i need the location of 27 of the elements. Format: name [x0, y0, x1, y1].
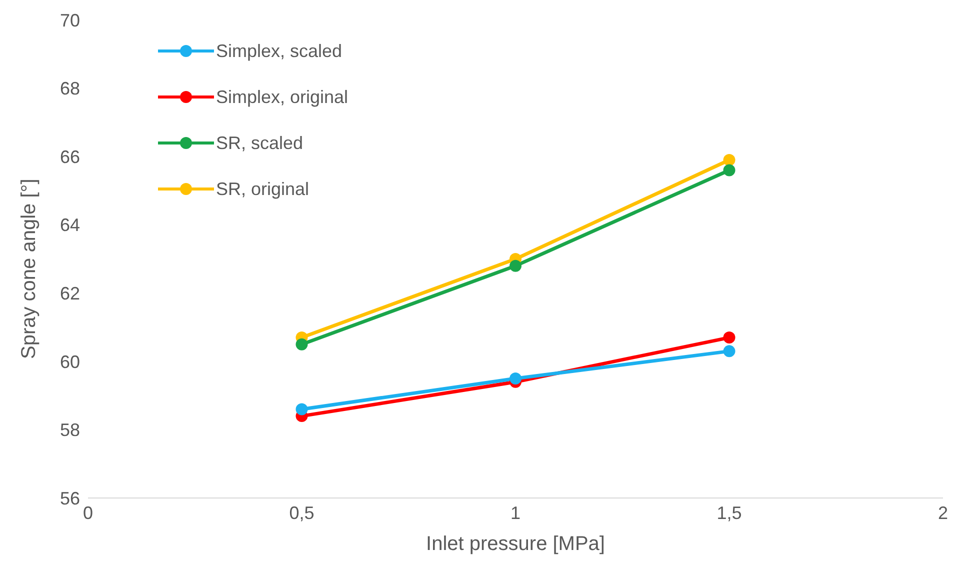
y-tick-label: 66: [60, 146, 80, 167]
legend-label: Simplex, scaled: [216, 40, 342, 62]
y-tick-label: 56: [60, 488, 80, 508]
point: [723, 332, 736, 344]
y-tick-label: 68: [60, 78, 80, 99]
y-tick-label: 62: [60, 284, 80, 304]
point: [296, 403, 308, 416]
y-tick-label: 58: [60, 420, 80, 440]
legend-label: SR, scaled: [216, 132, 304, 154]
x-tick-label: 0: [82, 502, 94, 523]
point: [510, 260, 522, 272]
x-tick-label: 1,5: [716, 502, 742, 523]
y-tick-label: 64: [60, 215, 80, 236]
y-tick-label: 70: [60, 10, 80, 30]
y-tick-label: 60: [60, 352, 80, 372]
x-tick-label: 2: [938, 502, 948, 523]
point: [723, 164, 736, 176]
legend-label: Simplex, original: [216, 86, 348, 108]
x-axis-title: Inlet pressure [MPa]: [426, 533, 605, 555]
point: [723, 154, 736, 166]
point: [510, 372, 522, 384]
point: [723, 345, 736, 358]
legend-label: SR, original: [216, 178, 310, 200]
y-axis-title: Spray cone angle [°]: [18, 178, 40, 359]
point: [296, 338, 308, 350]
x-tick-label: 1: [510, 502, 521, 523]
x-tick-label: 0,5: [289, 502, 314, 523]
